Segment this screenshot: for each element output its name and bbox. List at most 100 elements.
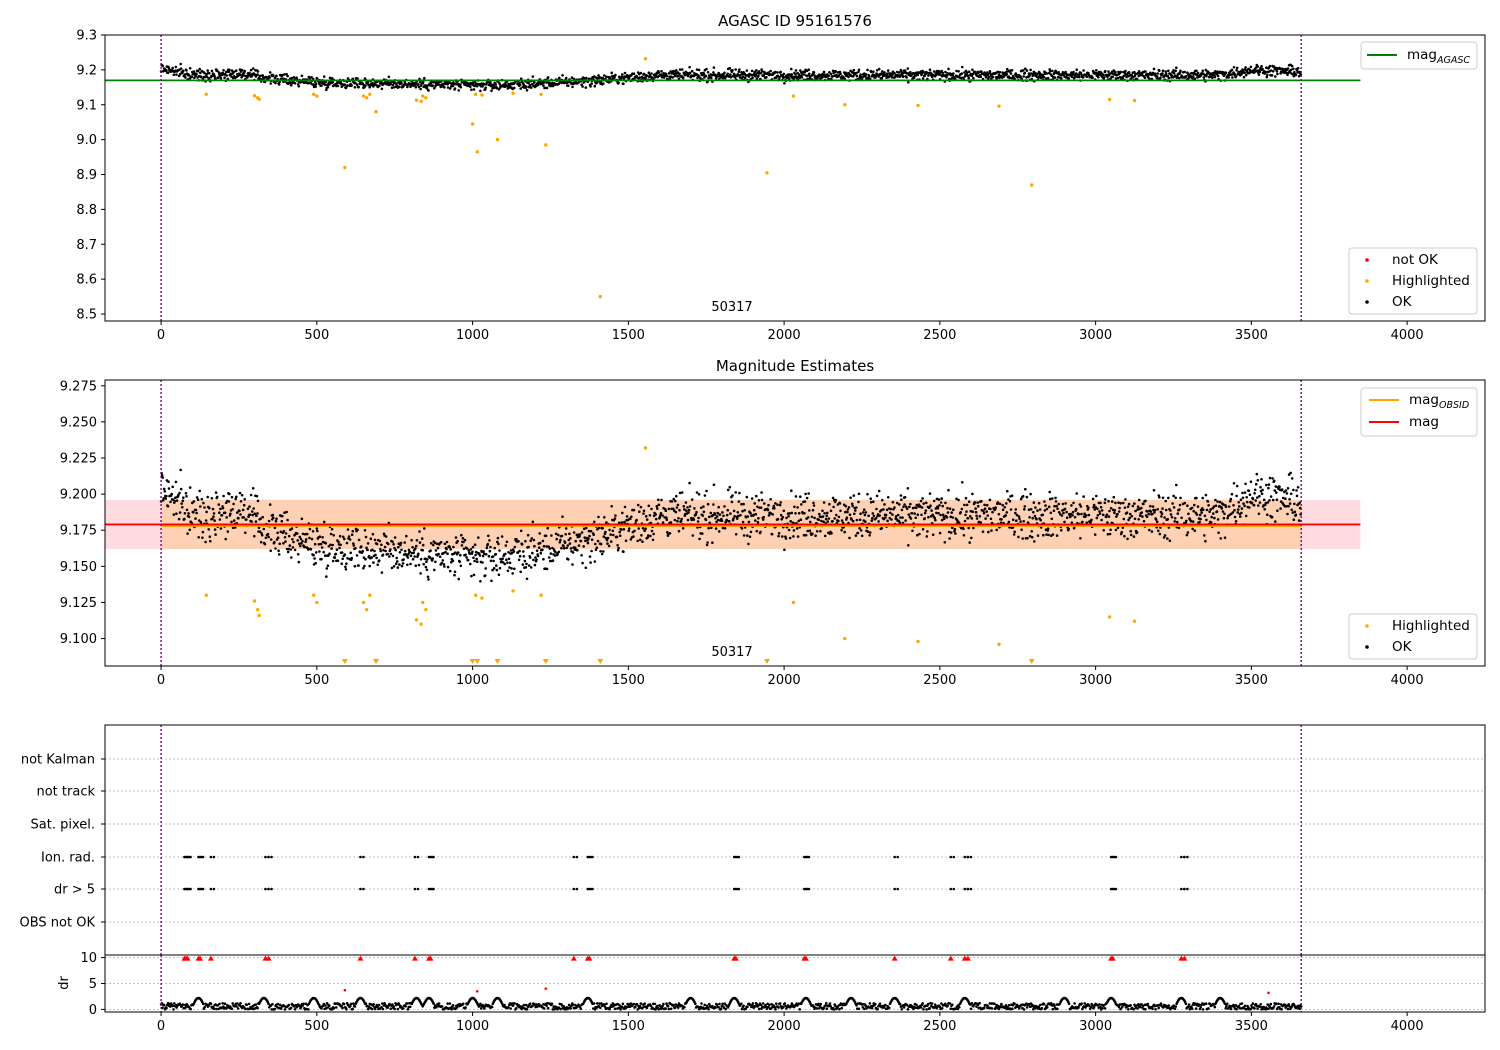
ok-point [171, 485, 174, 489]
ok-point [355, 554, 359, 557]
ok-point [1122, 517, 1126, 521]
flag-point [966, 887, 970, 891]
ok-point [1214, 504, 1218, 508]
ok-point [965, 71, 969, 74]
ok-point [790, 73, 794, 76]
ok-point [1164, 72, 1168, 75]
ok-point [1116, 76, 1120, 80]
flag-point [186, 855, 189, 859]
ok-point [906, 487, 910, 490]
flag-point [413, 855, 417, 859]
ok-point [198, 67, 201, 71]
dr-point [209, 1002, 213, 1005]
ok-point [1113, 508, 1117, 512]
ok-point [1258, 70, 1262, 74]
highlighted-point [1107, 97, 1112, 102]
ok-point [1060, 514, 1064, 517]
ok-point [338, 534, 342, 538]
ok-point [421, 543, 425, 547]
ok-point [669, 521, 673, 524]
ok-point [927, 515, 930, 519]
ok-point [1232, 482, 1236, 485]
ok-point [281, 73, 284, 77]
magnitude-tick-label: 2000 [768, 673, 801, 688]
ok-point [726, 72, 729, 76]
ok-point [1041, 73, 1045, 77]
ok-point [872, 70, 875, 73]
ok-point [198, 489, 201, 493]
ok-point [310, 537, 314, 541]
agasc-tick-label: 3500 [1235, 328, 1268, 343]
ok-point [946, 511, 950, 514]
ok-point [733, 76, 737, 79]
ok-point [323, 83, 327, 86]
ok-point [209, 539, 212, 543]
ok-point [624, 539, 628, 542]
ok-point [296, 553, 300, 556]
ok-point [239, 73, 242, 77]
ok-point [642, 509, 646, 513]
ok-point [315, 527, 319, 530]
ok-point [953, 527, 957, 531]
ok-point [1098, 510, 1101, 513]
ok-point [692, 518, 696, 521]
ok-point [375, 556, 378, 560]
ok-point [506, 569, 510, 573]
ok-point [517, 540, 520, 543]
ok-point [657, 498, 660, 502]
flag-point [737, 887, 741, 891]
ok-point [867, 75, 871, 79]
ok-point [936, 506, 940, 510]
ok-point [1025, 69, 1029, 72]
ok-point [1063, 507, 1067, 511]
ok-point [1292, 518, 1296, 521]
ok-point [1034, 506, 1037, 509]
agasc-ytick-label: 8.7 [76, 238, 97, 253]
dr-point [189, 1007, 192, 1011]
ok-point [390, 86, 394, 89]
ok-point [173, 499, 177, 503]
ok-point [941, 71, 944, 75]
ok-point [713, 513, 717, 516]
ok-point [394, 562, 398, 566]
ok-point [393, 536, 397, 539]
ok-point [776, 71, 779, 74]
ok-point [790, 489, 793, 493]
ok-point [1223, 512, 1226, 516]
ok-point [286, 550, 290, 554]
magnitude-ytick-label: 9.225 [60, 452, 97, 467]
ok-point [1288, 498, 1291, 501]
ok-point [396, 560, 399, 563]
ok-point [1008, 499, 1012, 503]
ok-point [572, 531, 576, 534]
ok-point [248, 513, 252, 516]
ok-point [213, 75, 216, 78]
ok-point [1152, 67, 1156, 71]
highlighted-point [364, 607, 369, 612]
ok-point [492, 559, 495, 563]
ok-point [826, 520, 830, 523]
ok-point [419, 572, 422, 575]
ok-point [413, 555, 417, 558]
highlighted-point [475, 150, 479, 154]
ok-point [166, 71, 170, 75]
ok-point [1219, 537, 1222, 540]
ok-point [776, 517, 780, 521]
ok-point [1260, 65, 1263, 68]
highlighted-point [361, 94, 366, 98]
ok-point [1183, 501, 1186, 505]
ok-point [818, 512, 821, 516]
ok-point [1048, 490, 1051, 494]
ok-point [723, 71, 726, 75]
ok-point [212, 515, 215, 518]
ok-point [980, 499, 983, 503]
ok-point [1004, 514, 1007, 517]
ok-point [976, 501, 979, 504]
dr-point [370, 1007, 374, 1011]
ok-point [691, 534, 695, 537]
ok-point [902, 505, 905, 509]
ok-point [1107, 70, 1110, 73]
ok-point [1107, 515, 1111, 518]
dr-point [201, 1002, 205, 1006]
ok-point [790, 511, 794, 515]
